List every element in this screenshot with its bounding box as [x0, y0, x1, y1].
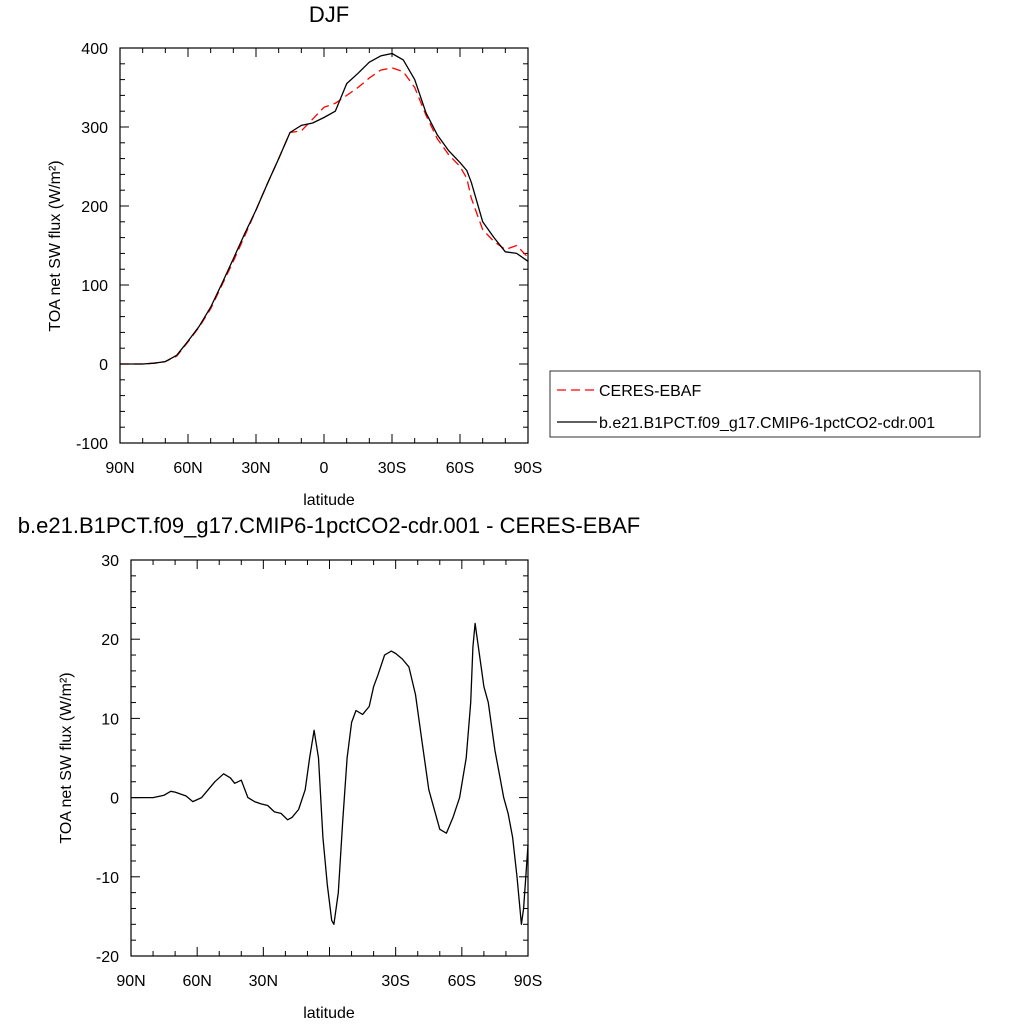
x-tick-label: 90N	[105, 460, 134, 477]
bottom-x-ticks: 90N 60N 30N 30S 60S 90S	[116, 560, 542, 990]
y-tick-label: 300	[81, 120, 108, 137]
series-line-0	[120, 67, 529, 365]
x-tick-label: 0	[320, 460, 329, 477]
top-chart-title: DJF	[309, 2, 349, 27]
y-tick-label: 30	[101, 553, 119, 570]
y-tick-label: 0	[110, 791, 119, 808]
top-x-ticks: 90N 60N 30N 0 30S 60S 90S	[105, 48, 542, 477]
x-tick-label: 60S	[448, 973, 476, 990]
top-x-axis-label: latitude	[303, 492, 355, 509]
x-tick-label: 30N	[249, 973, 278, 990]
x-tick-label: 90N	[116, 973, 145, 990]
y-tick-label: 200	[81, 199, 108, 216]
bottom-y-ticks: -20 -10 0 10 20 30	[96, 553, 528, 966]
legend: CERES-EBAF b.e21.B1PCT.f09_g17.CMIP6-1pc…	[549, 370, 981, 438]
y-tick-label: 0	[99, 357, 108, 374]
x-tick-label: 60S	[446, 460, 474, 477]
series-line-1	[120, 52, 529, 365]
top-series-lines	[120, 52, 529, 365]
x-tick-label: 90S	[514, 973, 542, 990]
top-y-ticks: -100 0 100 200 300 400	[76, 41, 528, 453]
x-tick-label: 60N	[173, 460, 202, 477]
y-tick-label: 20	[101, 632, 119, 649]
series-line-0	[131, 622, 529, 925]
x-tick-label: 30S	[381, 973, 409, 990]
bottom-series-lines	[131, 622, 529, 925]
bottom-x-axis-label: latitude	[303, 1005, 355, 1022]
bottom-plot-frame	[130, 559, 529, 957]
legend-entry-model: b.e21.B1PCT.f09_g17.CMIP6-1pctCO2-cdr.00…	[599, 415, 935, 432]
y-tick-label: 400	[81, 41, 108, 58]
y-tick-label: -10	[96, 870, 119, 887]
y-tick-label: -100	[76, 436, 108, 453]
x-tick-label: 30N	[241, 460, 270, 477]
top-y-axis-label: TOA net SW flux (W/m²)	[47, 160, 64, 331]
bottom-chart-title: b.e21.B1PCT.f09_g17.CMIP6-1pctCO2-cdr.00…	[18, 513, 640, 538]
y-tick-label: -20	[96, 949, 119, 966]
legend-box	[549, 370, 981, 438]
y-tick-label: 100	[81, 278, 108, 295]
x-tick-label: 30S	[378, 460, 406, 477]
bottom-y-axis-label: TOA net SW flux (W/m²)	[58, 672, 75, 843]
x-tick-label: 90S	[514, 460, 542, 477]
x-tick-label: 60N	[182, 973, 211, 990]
legend-entry-ceres-ebaf: CERES-EBAF	[599, 383, 701, 400]
bottom-chart-panel: b.e21.B1PCT.f09_g17.CMIP6-1pctCO2-cdr.00…	[18, 513, 640, 1022]
y-tick-label: 10	[101, 711, 119, 728]
